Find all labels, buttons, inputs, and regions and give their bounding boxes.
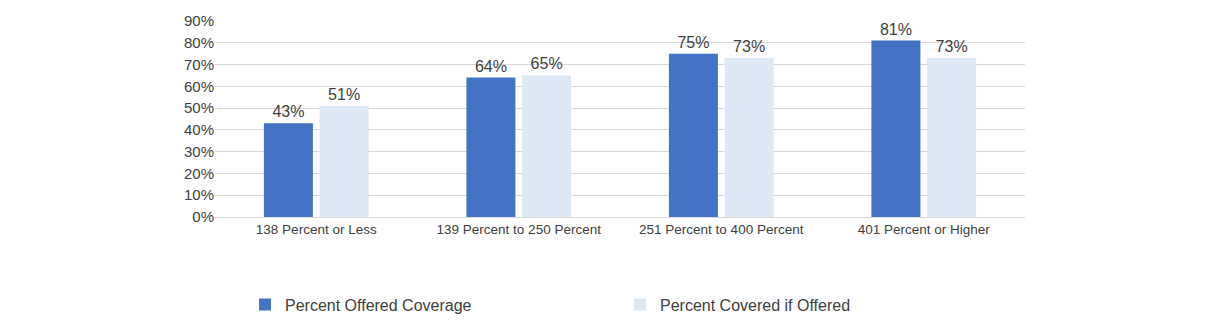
svg-text:139 Percent to 250 Percent: 139 Percent to 250 Percent [437,222,602,237]
svg-text:51%: 51% [328,86,360,103]
svg-text:0%: 0% [192,208,214,225]
svg-text:64%: 64% [475,58,507,75]
svg-text:73%: 73% [733,38,765,55]
svg-text:50%: 50% [184,99,214,116]
svg-text:70%: 70% [184,56,214,73]
svg-text:40%: 40% [184,121,214,138]
svg-text:401 Percent or Higher: 401 Percent or Higher [858,222,991,237]
svg-text:138 Percent or Less: 138 Percent or Less [256,222,377,237]
svg-text:251 Percent to 400 Percent: 251 Percent to 400 Percent [639,222,804,237]
svg-text:10%: 10% [184,186,214,203]
svg-text:73%: 73% [936,38,968,55]
svg-text:75%: 75% [677,34,709,51]
svg-text:60%: 60% [184,78,214,95]
svg-text:30%: 30% [184,143,214,160]
svg-text:90%: 90% [184,12,214,29]
svg-text:65%: 65% [531,55,563,72]
svg-text:81%: 81% [880,21,912,38]
svg-text:Percent Offered Coverage: Percent Offered Coverage [285,297,472,314]
svg-text:43%: 43% [272,103,304,120]
svg-text:20%: 20% [184,165,214,182]
svg-text:80%: 80% [184,34,214,51]
svg-text:Percent Covered if Offered: Percent Covered if Offered [660,297,850,314]
